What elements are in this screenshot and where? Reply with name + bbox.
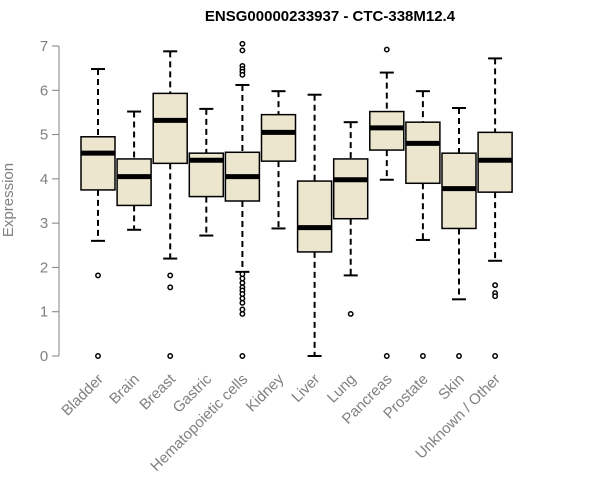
- outlier-point: [347, 310, 354, 317]
- iqr-box: [152, 92, 188, 165]
- outlier-point: [95, 353, 101, 359]
- y-tick-label: 2: [40, 259, 48, 276]
- box-group: [477, 57, 513, 359]
- outlier-point: [492, 282, 499, 289]
- box-group: [152, 50, 188, 359]
- y-tick-label: 5: [40, 127, 48, 144]
- iqr-box: [332, 158, 369, 220]
- iqr-box: [405, 121, 441, 185]
- outlier-point: [239, 71, 246, 78]
- outlier-point: [239, 47, 246, 54]
- boxes: [80, 40, 513, 359]
- box-group: [116, 110, 152, 231]
- outlier-point: [167, 272, 174, 279]
- outlier-point: [167, 284, 174, 291]
- x-tick-label: Liver: [288, 371, 323, 406]
- y-tick-label: 1: [40, 304, 48, 321]
- box-group: [188, 107, 225, 237]
- outlier-point: [95, 272, 101, 279]
- iqr-box: [296, 180, 333, 253]
- y-tick-label: 6: [40, 82, 48, 99]
- x-tick-label: Kidney: [243, 370, 288, 415]
- outlier-point: [239, 353, 246, 359]
- outlier-point: [492, 353, 499, 359]
- outlier-point: [492, 293, 499, 300]
- y-axis: 0 1 2 3 4 5 6 7: [40, 38, 60, 365]
- box-group: [369, 46, 405, 359]
- outlier-point: [167, 353, 174, 359]
- iqr-box: [260, 113, 297, 162]
- y-tick-label: 3: [40, 215, 48, 232]
- box-group: [224, 40, 261, 359]
- y-axis-label: Expression: [0, 163, 17, 237]
- outlier-point: [456, 353, 462, 359]
- box-group: [296, 93, 333, 357]
- iqr-box: [80, 136, 116, 191]
- chart-title: ENSG00000233937 - CTC-338M12.4: [205, 8, 456, 25]
- x-tick-label: Bladder: [58, 371, 107, 420]
- y-tick-label: 7: [40, 38, 48, 55]
- outlier-point: [239, 40, 246, 47]
- outlier-point: [239, 310, 246, 317]
- box-group: [405, 90, 441, 359]
- outlier-point: [239, 299, 246, 306]
- outlier-point: [419, 353, 426, 359]
- outlier-point: [383, 353, 390, 359]
- iqr-box: [116, 158, 152, 207]
- box-group: [441, 107, 477, 359]
- box-group: [332, 121, 369, 317]
- iqr-box: [369, 110, 405, 151]
- y-tick-label: 0: [40, 348, 48, 365]
- box-group: [80, 68, 116, 359]
- outlier-point: [383, 46, 390, 53]
- box-group: [260, 90, 297, 230]
- y-tick-label: 4: [40, 171, 48, 188]
